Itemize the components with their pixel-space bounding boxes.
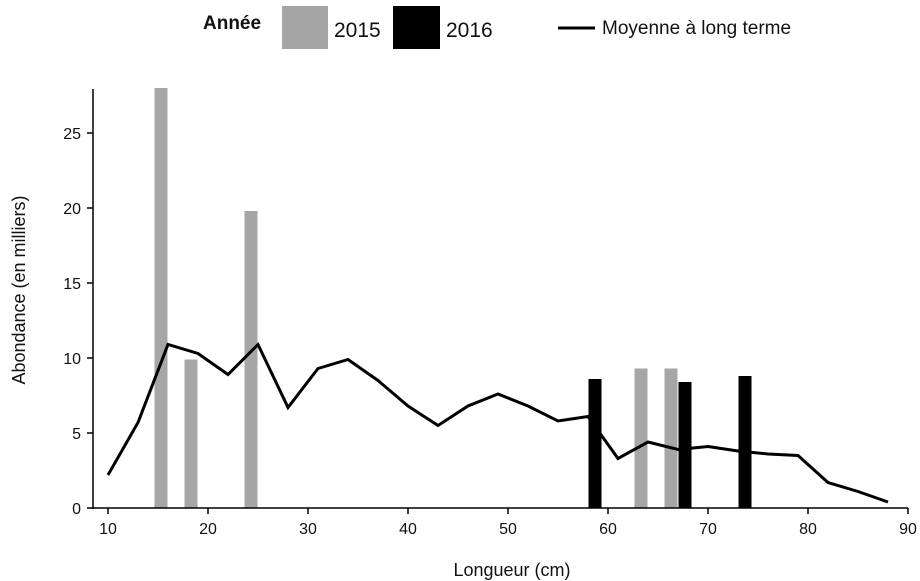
x-tick-label: 50 [499, 521, 517, 538]
bar-2016-2 [738, 376, 752, 508]
legend-label-2015: 2015 [334, 19, 381, 42]
bars-layer [154, 88, 752, 508]
bar-2016-1 [678, 382, 692, 508]
bar-2015-3 [634, 368, 648, 508]
x-ticks: 10 20 30 40 50 60 70 80 90 [99, 508, 917, 538]
legend-swatch-2016 [393, 6, 440, 49]
x-tick-label: 70 [699, 521, 717, 538]
y-tick-label: 15 [63, 276, 81, 293]
line-layer [106, 341, 889, 504]
y-tick-label: 0 [72, 501, 81, 518]
x-tick-label: 90 [899, 521, 917, 538]
y-tick-label: 20 [63, 201, 81, 218]
x-tick-label: 20 [199, 521, 217, 538]
y-tick-label: 5 [72, 426, 81, 443]
bar-2015-2 [244, 211, 258, 508]
y-ticks: 0 5 10 15 20 25 [63, 126, 93, 518]
y-tick-label: 25 [63, 126, 81, 143]
bar-2016-0 [588, 379, 602, 508]
legend-label-2016: 2016 [446, 19, 493, 42]
y-tick-label: 10 [63, 351, 81, 368]
legend-swatch-2015 [282, 6, 328, 49]
x-tick-label: 80 [799, 521, 817, 538]
x-tick-label: 10 [99, 521, 117, 538]
bar-2015-0 [154, 88, 168, 508]
bar-2015-4 [664, 368, 678, 508]
x-tick-label: 60 [599, 521, 617, 538]
x-tick-label: 30 [299, 521, 317, 538]
legend: Année 2015 2016 Moyenne à long terme [203, 6, 791, 49]
x-axis-title: Longueur (cm) [453, 560, 570, 580]
legend-label-line: Moyenne à long terme [602, 18, 791, 39]
axes [92, 89, 908, 509]
y-axis-title: Abondance (en milliers) [9, 195, 29, 384]
x-tick-label: 40 [399, 521, 417, 538]
legend-title: Année [203, 13, 261, 34]
bar-2015-1 [184, 359, 198, 508]
long-term-average-line [106, 341, 889, 504]
